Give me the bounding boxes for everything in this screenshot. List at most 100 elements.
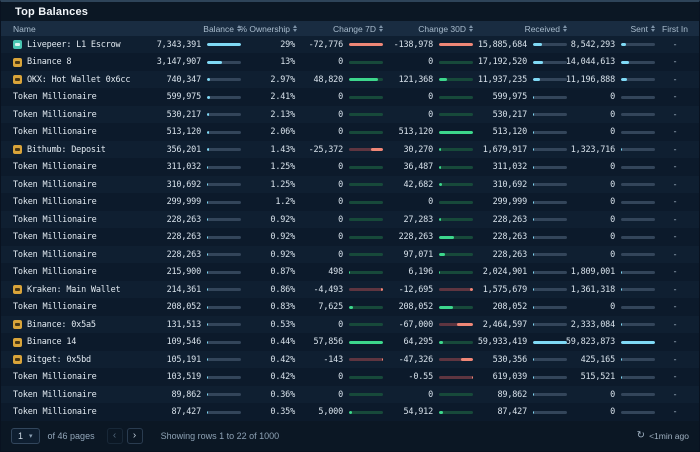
table-row[interactable]: Token Millionaire 103,519 0.42% 0 -0.55 …	[1, 368, 699, 386]
ownership-value: 0.42%	[270, 354, 295, 365]
column-header-balance[interactable]: Balance	[143, 24, 243, 34]
table-row[interactable]: Bithumb: Deposit 356,201 1.43% -25,372 3…	[1, 140, 699, 159]
change7d-bar	[349, 218, 383, 222]
entity-name-cell: Token Millionaire	[9, 250, 143, 260]
firstin-value: -	[672, 197, 678, 208]
sent-value: 0	[610, 162, 615, 173]
sent-value: 8,542,293	[570, 39, 615, 50]
table-row[interactable]: Binance: 0x5a5 131,513 0.53% 0 -67,000 2…	[1, 315, 699, 334]
change7d-value: 0	[338, 249, 343, 260]
page-select[interactable]: 1 ▾	[11, 427, 40, 444]
received-cell: 17,192,520	[475, 57, 569, 67]
table-row[interactable]: Token Millionaire 228,263 0.92% 0 97,071…	[1, 245, 699, 264]
change7d-bar	[349, 78, 383, 82]
column-header-ownership[interactable]: % Ownership	[239, 24, 299, 34]
sort-icon[interactable]	[469, 25, 473, 33]
entity-name: Token Millionaire	[13, 389, 97, 400]
change7d-bar	[349, 358, 383, 362]
table-row[interactable]: Livepeer: L1 Escrow 7,343,391 29% -72,77…	[1, 35, 699, 54]
firstin-value: -	[672, 179, 678, 190]
table-row[interactable]: Binance 8 3,147,907 13% 0 0 17,192,520 1…	[1, 53, 699, 71]
sort-icon[interactable]	[563, 25, 567, 33]
next-page-button[interactable]: ›	[126, 427, 143, 444]
balance-cell: 7,343,391	[143, 40, 243, 50]
entity-name-cell: Token Millionaire	[9, 372, 143, 382]
chevron-down-icon: ▾	[29, 432, 33, 440]
ownership-value: 13%	[280, 57, 295, 68]
balance-value: 208,052	[166, 302, 202, 313]
change30d-bar	[439, 305, 473, 309]
sort-icon[interactable]	[379, 25, 383, 33]
sent-value: 0	[610, 407, 615, 418]
change7d-cell: 0	[299, 390, 385, 400]
ownership-value: 2.13%	[270, 109, 295, 120]
entity-name: Token Millionaire	[13, 109, 97, 120]
received-value: 513,120	[492, 127, 528, 138]
table-row[interactable]: Binance 14 109,546 0.44% 57,856 64,295 5…	[1, 333, 699, 351]
sort-icon[interactable]	[293, 25, 297, 33]
received-cell: 15,885,684	[475, 40, 569, 50]
sort-icon[interactable]	[237, 25, 241, 33]
prev-page-button[interactable]: ‹	[106, 427, 123, 444]
change30d-value: 121,368	[398, 74, 434, 85]
column-header-received[interactable]: Received	[475, 24, 569, 34]
sent-cell: 14,044,613	[566, 57, 657, 67]
entity-name: Token Millionaire	[13, 232, 97, 243]
sent-value: 515,521	[580, 372, 616, 383]
change30d-bar	[439, 358, 473, 362]
balance-bar	[207, 218, 241, 222]
sent-bar	[621, 235, 655, 239]
received-value: 87,427	[497, 407, 527, 418]
table-row[interactable]: Token Millionaire 87,427 0.35% 5,000 54,…	[1, 403, 699, 421]
table-row[interactable]: Token Millionaire 89,862 0.36% 0 0 89,86…	[1, 385, 699, 404]
sent-value: 1,809,001	[570, 267, 615, 278]
change7d-cell: 0	[299, 92, 385, 102]
sent-value: 425,165	[580, 354, 616, 365]
column-header-change30d[interactable]: Change 30D	[385, 24, 475, 34]
received-bar	[533, 78, 567, 82]
table-row[interactable]: Token Millionaire 208,052 0.83% 7,625 20…	[1, 298, 699, 316]
table-row[interactable]: Token Millionaire 215,900 0.87% 498 6,19…	[1, 263, 699, 281]
sent-value: 0	[610, 197, 615, 208]
change30d-value: 27,283	[403, 214, 433, 225]
table-row[interactable]: OKX: Hot Wallet 0x6cc 740,347 2.97% 48,8…	[1, 70, 699, 89]
last-updated[interactable]: ↻ <1min ago	[637, 430, 689, 441]
change7d-cell: 0	[299, 110, 385, 120]
balance-cell: 228,263	[143, 232, 243, 242]
firstin-value: -	[672, 162, 678, 173]
table-row[interactable]: Token Millionaire 310,692 1.25% 0 42,682…	[1, 175, 699, 194]
table-row[interactable]: Token Millionaire 228,263 0.92% 0 27,283…	[1, 210, 699, 229]
table-row[interactable]: Kraken: Main Wallet 214,361 0.86% -4,493…	[1, 280, 699, 299]
sent-bar	[621, 95, 655, 99]
column-header-sent[interactable]: Sent	[569, 24, 657, 34]
received-value: 228,263	[492, 214, 528, 225]
balance-value: 530,217	[166, 109, 202, 120]
change30d-bar	[439, 130, 473, 134]
received-cell: 228,263	[475, 250, 569, 260]
column-header-change7d[interactable]: Change 7D	[299, 24, 385, 34]
table-row[interactable]: Token Millionaire 228,263 0.92% 0 228,26…	[1, 228, 699, 246]
received-bar	[533, 340, 567, 344]
received-value: 599,975	[492, 92, 528, 103]
balance-cell: 530,217	[143, 110, 243, 120]
entity-icon	[13, 57, 22, 67]
sent-value: 0	[610, 232, 615, 243]
balance-value: 3,147,907	[156, 57, 201, 68]
change7d-cell: 0	[299, 215, 385, 225]
table-row[interactable]: Token Millionaire 311,032 1.25% 0 36,487…	[1, 158, 699, 176]
sort-icon[interactable]	[651, 25, 655, 33]
balance-bar	[207, 235, 241, 239]
balance-cell: 310,692	[143, 180, 243, 190]
sent-value: 2,333,084	[570, 319, 615, 330]
table-row[interactable]: Token Millionaire 530,217 2.13% 0 0 530,…	[1, 105, 699, 124]
table-row[interactable]: Token Millionaire 513,120 2.06% 0 513,12…	[1, 123, 699, 141]
table-row[interactable]: Bitget: 0x5bd 105,191 0.42% -143 -47,326…	[1, 350, 699, 369]
table-row[interactable]: Token Millionaire 299,999 1.2% 0 0 299,9…	[1, 193, 699, 211]
change30d-cell: 30,270	[385, 145, 475, 155]
change30d-cell: -0.55	[385, 372, 475, 382]
sent-value: 0	[610, 302, 615, 313]
change30d-bar	[439, 270, 473, 274]
table-row[interactable]: Token Millionaire 599,975 2.41% 0 0 599,…	[1, 88, 699, 106]
balance-cell: 103,519	[143, 372, 243, 382]
change7d-value: 0	[338, 389, 343, 400]
